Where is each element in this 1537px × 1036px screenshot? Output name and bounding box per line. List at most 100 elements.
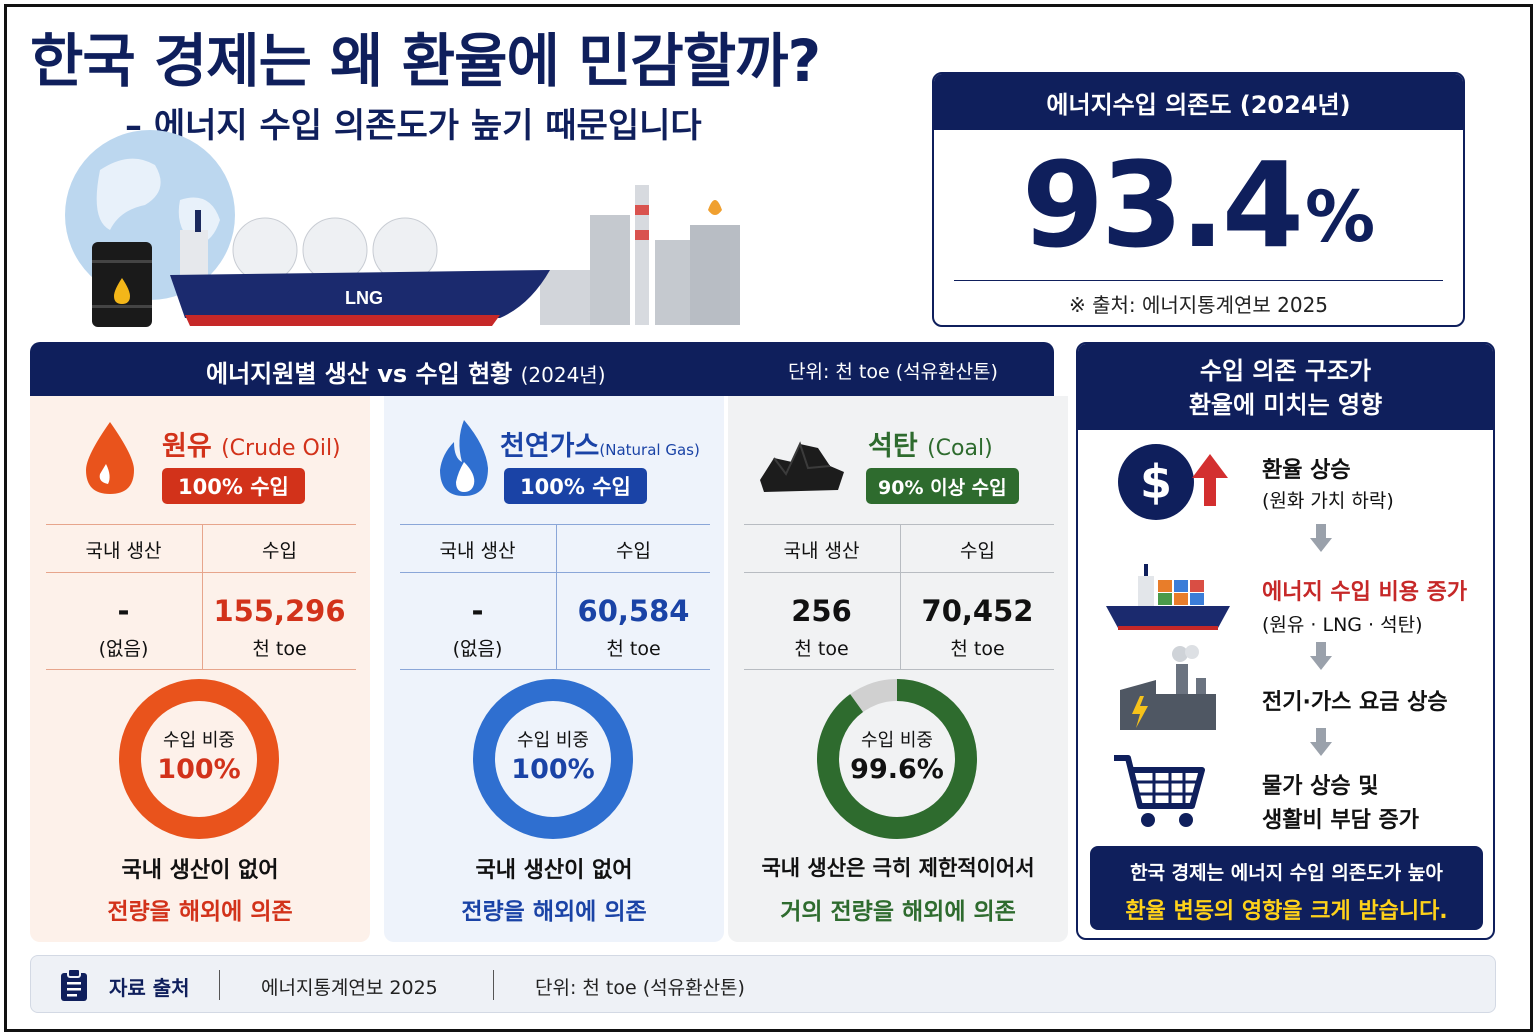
energy-comparison-panel: 에너지원별 생산 vs 수입 현황 (2024년) 단위: 천 toe (석유환… — [30, 342, 1068, 942]
impact-heading-line2: 환율에 미치는 영향 — [1188, 391, 1383, 419]
import-value: 155,296 — [213, 594, 346, 628]
import-badge: 100% 수입 — [162, 468, 305, 504]
step-title: 환율 상승 — [1262, 458, 1351, 483]
impact-conclusion: 한국 경제는 에너지 수입 의존도가 높아 환율 변동의 영향을 크게 받습니다… — [1090, 846, 1483, 930]
import-badge: 90% 이상 수입 — [866, 468, 1019, 504]
domestic-sub: (없음) — [98, 638, 149, 660]
lng-ship-icon: LNG — [170, 210, 550, 326]
donut-value: 99.6% — [850, 754, 944, 785]
donut-ring — [473, 679, 633, 839]
donut-value: 100% — [157, 754, 241, 785]
donut-label: 수입 비중 — [861, 730, 933, 751]
source-name-en: (Crude Oil) — [221, 436, 341, 461]
page-title: 한국 경제는 왜 환율에 민감할까? — [30, 27, 821, 95]
source-name: 천연가스(Natural Gas) — [500, 424, 700, 463]
donut-value: 100% — [511, 754, 595, 785]
donut-label: 수입 비중 — [517, 730, 589, 751]
page-subtitle: – 에너지 수입 의존도가 높기 때문입니다 — [125, 106, 702, 146]
import-header: 수입 — [960, 540, 995, 562]
footer-divider — [493, 970, 494, 1000]
impact-heading: 수입 의존 구조가 환율에 미치는 영향 — [1078, 344, 1493, 430]
domestic-value: 256 — [791, 594, 852, 628]
production-table: 국내 생산 수입 256 70,452 천 toe 천 toe — [744, 524, 1054, 670]
coal-card: 석탄 (Coal) 90% 이상 수입 국내 생산 수입 256 70,452 … — [728, 396, 1068, 942]
ship-label: LNG — [345, 288, 383, 308]
donut-ring — [817, 679, 977, 839]
dependency-unit: % — [1305, 176, 1376, 258]
shopping-cart-icon — [1114, 755, 1205, 827]
dependency-number: 93.4 — [1021, 136, 1304, 274]
cargo-ship-icon — [1106, 564, 1230, 630]
footer-source: 에너지통계연보 2025 — [261, 977, 438, 999]
import-header: 수입 — [262, 540, 297, 562]
panel-title-text: 에너지원별 생산 vs 수입 현황 — [206, 360, 513, 388]
dependency-box: 에너지수입 의존도 (2024년) 93.4 % ※ 출처: 에너지통계연보 2… — [932, 72, 1465, 327]
page-frame — [4, 4, 1533, 1032]
exchange-rate-impact-panel: 수입 의존 구조가 환율에 미치는 영향 $ 환율 상승 (원화 가치 하락) … — [1076, 342, 1495, 940]
source-name-ko: 천연가스 — [500, 431, 600, 462]
power-plant-icon — [1120, 645, 1216, 730]
domestic-value: - — [471, 594, 484, 628]
import-sub: 천 toe — [252, 638, 307, 660]
domestic-sub: 천 toe — [794, 638, 849, 660]
domestic-value: - — [117, 594, 130, 628]
down-arrow-icon — [1310, 728, 1332, 756]
coal-icon — [760, 441, 844, 492]
import-value: 70,452 — [921, 594, 1034, 628]
dependency-heading: 에너지수입 의존도 (2024년) — [934, 74, 1463, 130]
step-title: 에너지 수입 비용 증가 — [1262, 580, 1468, 605]
dependency-value: 93.4 % — [934, 130, 1463, 280]
domestic-header: 국내 생산 — [85, 540, 162, 562]
note-line1: 국내 생산은 극히 제한적이어서 — [761, 856, 1035, 880]
svg-text:$: $ — [1140, 455, 1172, 509]
crude-oil-card: 원유 (Crude Oil) 100% 수입 국내 생산 수입 - 155,29… — [30, 396, 370, 942]
production-table: 국내 생산 수입 - 155,296 (없음) 천 toe — [46, 524, 356, 670]
import-sub: 천 toe — [950, 638, 1005, 660]
note-line2: 전량을 해외에 의존 — [461, 899, 647, 925]
panel-title: 에너지원별 생산 vs 수입 현황 (2024년) — [206, 354, 606, 389]
source-name-en: (Natural Gas) — [599, 441, 700, 459]
conclusion-line1: 한국 경제는 에너지 수입 의존도가 높아 — [1130, 862, 1443, 884]
oil-drop-icon — [86, 422, 134, 494]
footer-label: 자료 출처 — [109, 976, 190, 1000]
impact-heading-line1: 수입 의존 구조가 — [1199, 357, 1372, 385]
clipboard-icon — [61, 969, 87, 1001]
note-line1: 국내 생산이 없어 — [121, 858, 279, 883]
note-line2: 전량을 해외에 의존 — [107, 899, 293, 925]
source-name: 원유 (Crude Oil) — [162, 424, 341, 463]
source-name-en: (Coal) — [927, 436, 993, 461]
footer-divider — [219, 970, 220, 1000]
step-title: 물가 상승 및 — [1262, 774, 1379, 799]
import-share-donut: 수입 비중 100% — [472, 678, 634, 840]
oil-barrel-icon — [92, 242, 152, 327]
source-name-ko: 원유 — [162, 431, 212, 462]
hero-illustration: LNG — [65, 130, 740, 327]
natural-gas-card: 천연가스(Natural Gas) 100% 수입 국내 생산 수입 - 60,… — [384, 396, 724, 942]
import-share-donut: 수입 비중 99.6% — [816, 678, 978, 840]
note-line2: 거의 전량을 해외에 의존 — [780, 899, 1016, 925]
panel-unit: 단위: 천 toe (석유환산톤) — [788, 361, 998, 383]
donut-label: 수입 비중 — [163, 730, 235, 751]
source-footer: 자료 출처 에너지통계연보 2025 단위: 천 toe (석유환산톤) — [30, 955, 1496, 1013]
import-value: 60,584 — [577, 594, 690, 628]
import-badge: 100% 수입 — [504, 468, 647, 504]
step-sub: (원화 가치 하락) — [1262, 490, 1394, 512]
note-line1: 국내 생산이 없어 — [475, 858, 633, 883]
step-sub: (원유 · LNG · 석탄) — [1262, 614, 1423, 636]
import-share-donut: 수입 비중 100% — [118, 678, 280, 840]
production-table: 국내 생산 수입 - 60,584 (없음) 천 toe — [400, 524, 710, 670]
dependency-source: ※ 출처: 에너지통계연보 2025 — [954, 280, 1443, 325]
down-arrow-icon — [1310, 524, 1332, 552]
dollar-up-icon: $ — [1118, 444, 1228, 520]
factory-icon — [540, 185, 740, 325]
import-sub: 천 toe — [606, 638, 661, 660]
step-sub: 생활비 부담 증가 — [1262, 808, 1419, 833]
source-name: 석탄 (Coal) — [868, 424, 993, 463]
step-title: 전기·가스 요금 상승 — [1262, 690, 1448, 715]
footer-unit: 단위: 천 toe (석유환산톤) — [535, 977, 745, 999]
flame-icon — [440, 420, 488, 496]
import-header: 수입 — [616, 540, 651, 562]
domestic-sub: (없음) — [452, 638, 503, 660]
donut-ring — [119, 679, 279, 839]
domestic-header: 국내 생산 — [783, 540, 860, 562]
